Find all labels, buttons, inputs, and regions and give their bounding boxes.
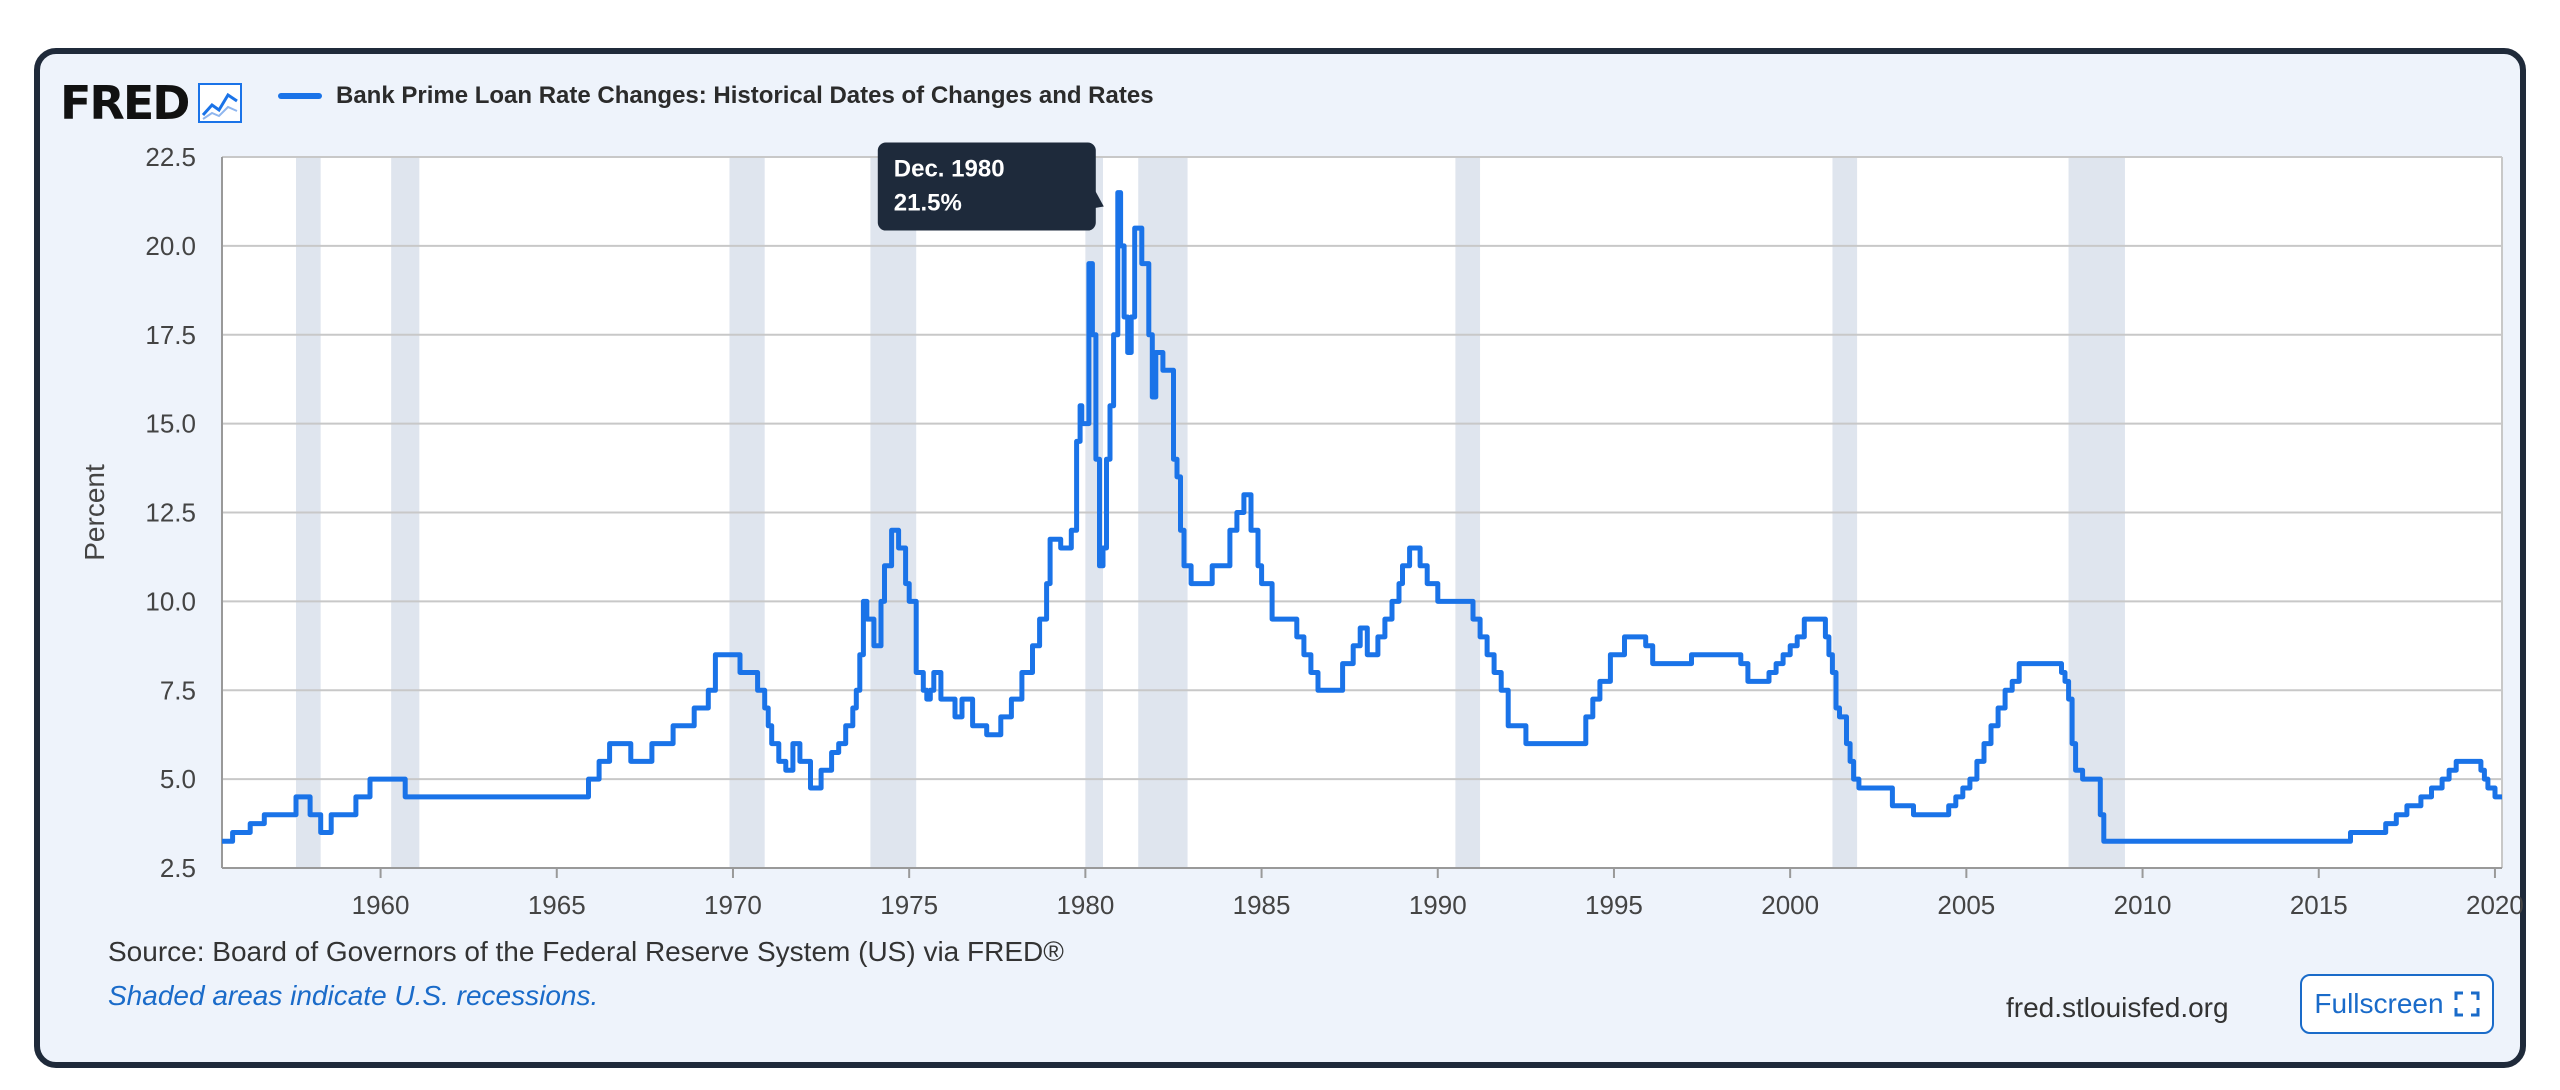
line-chart-icon — [198, 83, 243, 123]
recession-note: Shaded areas indicate U.S. recessions. — [108, 980, 599, 1011]
y-tick-label: 20.0 — [145, 231, 196, 261]
tooltip[interactable]: Dec. 1980 21.5% — [877, 142, 1104, 231]
x-tick-label: 1990 — [1409, 890, 1467, 920]
x-tick-label: 1960 — [352, 890, 410, 920]
y-tick-label: 12.5 — [145, 498, 196, 528]
x-tick-label: 1985 — [1233, 890, 1291, 920]
y-tick-label: 15.0 — [145, 409, 196, 439]
x-tick-label: 1970 — [704, 890, 762, 920]
series-line — [222, 190, 2502, 844]
x-tick-label: 1975 — [880, 890, 938, 920]
fullscreen-label: Fullscreen — [2314, 988, 2444, 1019]
y-tick-label: 17.5 — [145, 320, 196, 350]
y-tick-label: 5.0 — [160, 764, 196, 794]
source-text: Source: Board of Governors of the Federa… — [108, 936, 1064, 967]
legend-line-swatch — [278, 93, 322, 99]
x-tick-label: 1965 — [528, 890, 586, 920]
y-tick-label: 7.5 — [160, 675, 196, 705]
fullscreen-icon — [2454, 991, 2480, 1017]
tooltip-box — [877, 142, 1096, 231]
x-tick-label: 1995 — [1585, 890, 1643, 920]
fred-logo[interactable]: FRED — [60, 76, 243, 130]
x-tick-label: 2015 — [2290, 890, 2348, 920]
tooltip-value: 21.5% — [894, 190, 962, 217]
tooltip-date: Dec. 1980 — [894, 156, 1005, 183]
y-tick-label: 2.5 — [160, 853, 196, 883]
x-tick-label: 2005 — [1937, 890, 1995, 920]
y-axis-label: Percent — [79, 464, 110, 561]
chart-legend: Bank Prime Loan Rate Changes: Historical… — [278, 82, 1154, 110]
fullscreen-button[interactable]: Fullscreen — [2300, 974, 2494, 1034]
y-tick-label: 10.0 — [145, 586, 196, 616]
chart-title[interactable]: Bank Prime Loan Rate Changes: Historical… — [336, 82, 1154, 109]
x-tick-label: 1980 — [1056, 890, 1114, 920]
line-chart: 2.5 5.0 7.5 10.0 12.5 15.0 17.5 20.0 22.5 1960 196… — [79, 142, 2524, 920]
fred-logo-text: FRED — [60, 76, 190, 130]
site-link[interactable]: fred.stlouisfed.org — [2006, 992, 2229, 1023]
x-tick-label: 2000 — [1761, 890, 1819, 920]
y-tick-label: 22.5 — [145, 142, 196, 172]
x-tick-label: 2010 — [2114, 890, 2172, 920]
x-tick-label: 2020 — [2466, 890, 2524, 920]
